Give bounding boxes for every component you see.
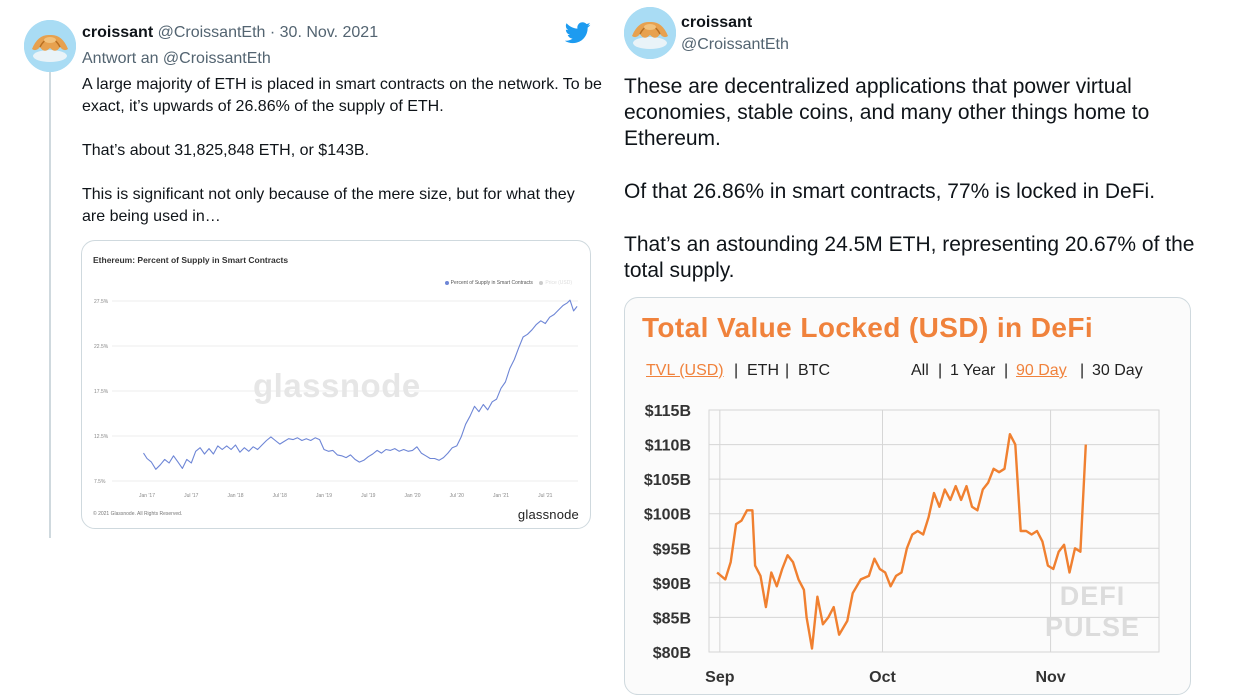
legend-item: Percent of Supply in Smart Contracts — [450, 280, 533, 286]
x-tick-label: Jan '21 — [493, 493, 509, 499]
glassnode-chart: 7.5% 12.5% 17.5% 22.5% 27.5% Jan '17 Jul '17 Ja… — [94, 299, 578, 499]
x-tick-label: Jan '19 — [316, 493, 332, 499]
reply-to[interactable]: Antwort an @CroissantEth — [82, 50, 271, 67]
tweet-text-paragraph: This is significant not only because of … — [82, 186, 575, 225]
range-90-day[interactable]: 90 Day — [1016, 362, 1067, 379]
x-tick-label: Jan '20 — [405, 493, 421, 499]
chart-legend: Percent of Supply in Smart Contracts Pri… — [444, 280, 572, 286]
thread-line — [49, 72, 51, 538]
range-30-day[interactable]: 30 Day — [1092, 362, 1143, 379]
y-tick-label: $105B — [644, 472, 691, 489]
y-tick-label: 22.5% — [94, 344, 109, 350]
tweet-header: croissant @CroissantEth · 30. Nov. 2021 — [82, 24, 378, 42]
range-1-year[interactable]: 1 Year — [950, 362, 996, 379]
glassnode-logo: glassnode — [517, 507, 579, 522]
y-tick-label: $115B — [645, 403, 691, 420]
tweet-text-paragraph: Of that 26.86% in smart contracts, 77% i… — [624, 180, 1156, 203]
legend-dot — [444, 280, 449, 285]
avatar-croissant-icon[interactable] — [24, 20, 76, 72]
x-tick-label: Jul '17 — [184, 493, 199, 499]
series-line-tvl — [716, 432, 1087, 650]
y-tick-label: $100B — [644, 507, 691, 524]
avatar-croissant-icon[interactable] — [624, 7, 676, 59]
x-tick-label: Jan '18 — [228, 493, 244, 499]
author-name[interactable]: croissant — [82, 24, 154, 41]
series-line-smart-contracts — [143, 299, 578, 470]
separator: | — [1080, 362, 1085, 379]
separator: | — [1004, 362, 1009, 379]
y-tick-label: 27.5% — [94, 299, 109, 305]
glassnode-chart-card[interactable]: 7.5% 12.5% 17.5% 22.5% 27.5% Jan '17 Jul '17 Ja… — [81, 240, 591, 529]
y-tick-label: 12.5% — [94, 434, 109, 440]
author-handle[interactable]: @CroissantEth — [681, 36, 789, 53]
x-tick-label: Oct — [869, 669, 896, 686]
separator: | — [938, 362, 943, 379]
tweet-right: croissant @CroissantEth These are decent… — [610, 0, 1238, 697]
y-tick-label: $80B — [653, 645, 691, 662]
x-tick-label: Sep — [705, 669, 735, 686]
x-tick-label: Jul '19 — [361, 493, 376, 499]
separator: | — [734, 362, 739, 379]
tweet-text-paragraph: That’s an astounding 24.5M ETH, represen… — [624, 233, 1195, 282]
unit-tvl-usd[interactable]: TVL (USD) — [646, 362, 724, 379]
tweet-left: croissant @CroissantEth · 30. Nov. 2021 … — [0, 0, 610, 697]
legend-dot — [539, 280, 544, 285]
separator: | — [785, 362, 790, 379]
y-tick-label: $85B — [653, 610, 691, 627]
twitter-bird-icon[interactable] — [565, 22, 591, 44]
tvl-chart: $80B $85B $90B $95B $100B $105B $110B $115B Sep O… — [644, 403, 1160, 686]
watermark-line: DEFI — [1059, 581, 1126, 611]
chart-watermark: glassnode — [253, 367, 421, 404]
y-tick-label: 7.5% — [94, 479, 106, 485]
author-name[interactable]: croissant — [681, 14, 753, 31]
tweet-text-paragraph: These are decentralized applications tha… — [624, 75, 1150, 150]
legend-item: Price (USD) — [545, 280, 572, 286]
y-tick-label: 17.5% — [94, 389, 109, 395]
plot-area — [708, 409, 1160, 653]
x-tick-label: Jul '21 — [538, 493, 553, 499]
watermark-line: PULSE — [1045, 612, 1141, 642]
chart-title: Ethereum: Percent of Supply in Smart Con… — [93, 255, 289, 265]
x-tick-label: Jul '18 — [273, 493, 288, 499]
unit-eth[interactable]: ETH — [747, 362, 779, 379]
chart-title: Total Value Locked (USD) in DeFi — [642, 312, 1094, 343]
y-tick-label: $110B — [645, 438, 691, 455]
tweet-text-paragraph: That’s about 31,825,848 ETH, or $143B. — [82, 142, 370, 159]
x-tick-label: Nov — [1035, 669, 1065, 686]
tweet-text-paragraph: A large majority of ETH is placed in sma… — [82, 76, 602, 115]
unit-btc[interactable]: BTC — [798, 362, 830, 379]
y-tick-label: $90B — [653, 576, 691, 593]
x-tick-label: Jul '20 — [450, 493, 465, 499]
author-meta[interactable]: @CroissantEth · 30. Nov. 2021 — [157, 24, 379, 41]
defi-pulse-watermark: DEFI PULSE — [1045, 581, 1140, 643]
y-tick-label: $95B — [653, 541, 691, 558]
chart-copyright: © 2021 Glassnode. All Rights Reserved. — [93, 511, 183, 517]
tvl-chart-card[interactable]: Total Value Locked (USD) in DeFi TVL (US… — [624, 297, 1191, 695]
range-all[interactable]: All — [911, 362, 929, 379]
x-tick-label: Jan '17 — [139, 493, 155, 499]
